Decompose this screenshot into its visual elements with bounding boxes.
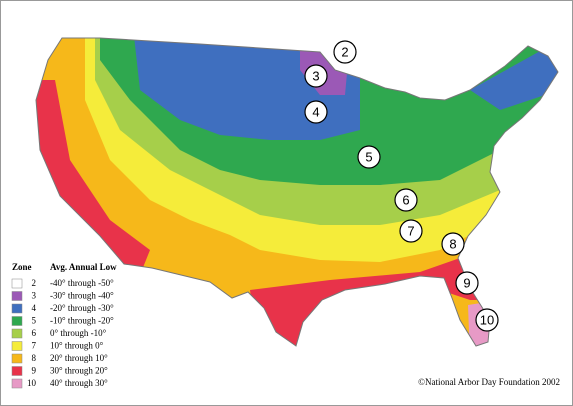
legend: Zone Avg. Annual Low 2 -40° through -50° 3… — [11, 262, 117, 389]
legend-range: 40° through 30° — [50, 378, 108, 388]
zone-label: 4 — [312, 104, 319, 119]
zone-label-circle — [455, 271, 479, 295]
zone-label: 2 — [341, 44, 348, 59]
zone-label: 10 — [480, 312, 494, 327]
zone-label: 7 — [407, 223, 414, 238]
legend-swatch — [11, 291, 23, 301]
zone-label: 6 — [402, 192, 409, 207]
zone-label: 5 — [365, 149, 372, 164]
legend-swatch — [11, 278, 23, 289]
zone-label: 8 — [449, 236, 456, 251]
legend-zone: 7 — [32, 341, 37, 351]
legend-zone: 10 — [27, 378, 37, 388]
zone-label-circle — [475, 308, 499, 332]
legend-zone: 3 — [32, 291, 37, 301]
zone-label-circle — [333, 40, 357, 64]
legend-range: -30° through -40° — [50, 291, 114, 301]
legend-range: 20° through 10° — [50, 353, 108, 363]
legend-zone: 8 — [32, 353, 37, 363]
legend-swatch — [11, 353, 23, 364]
legend-zone: 4 — [32, 303, 37, 313]
legend-swatch — [11, 316, 23, 326]
legend-zone: 9 — [32, 366, 37, 376]
legend-header: Avg. Annual Low — [50, 262, 117, 272]
legend-zone: 6 — [32, 328, 37, 338]
legend-zone: 2 — [32, 278, 37, 288]
zone-labels: 2 3 4 5 6 7 8 9 10 — [304, 40, 499, 332]
legend-range: 10° through 0° — [50, 341, 104, 351]
zone-label: 9 — [463, 275, 470, 290]
legend-swatch — [11, 328, 23, 339]
zone-label-circle — [394, 188, 418, 212]
zone-label: 3 — [312, 68, 319, 83]
zone-label-circle — [441, 232, 465, 256]
legend-swatch — [11, 341, 23, 351]
credit: ©National Arbor Day Foundation 2002 — [418, 377, 560, 387]
legend-range: -20° through -30° — [50, 303, 114, 313]
zone-label-circle — [304, 64, 328, 88]
zone-label-circle — [357, 145, 381, 169]
legend-swatch — [11, 378, 23, 389]
legend-range: -10° through -20° — [50, 316, 114, 326]
legend-zone: 5 — [32, 316, 37, 326]
legend-header: Zone — [12, 262, 32, 272]
zone-label-circle — [399, 219, 423, 243]
legend-swatch — [11, 303, 23, 314]
legend-swatch — [11, 366, 23, 376]
legend-range: 0° through -10° — [50, 328, 107, 338]
zone-label-circle — [304, 100, 328, 124]
legend-range: 30° through 20° — [50, 366, 108, 376]
legend-range: -40° through -50° — [50, 278, 114, 288]
